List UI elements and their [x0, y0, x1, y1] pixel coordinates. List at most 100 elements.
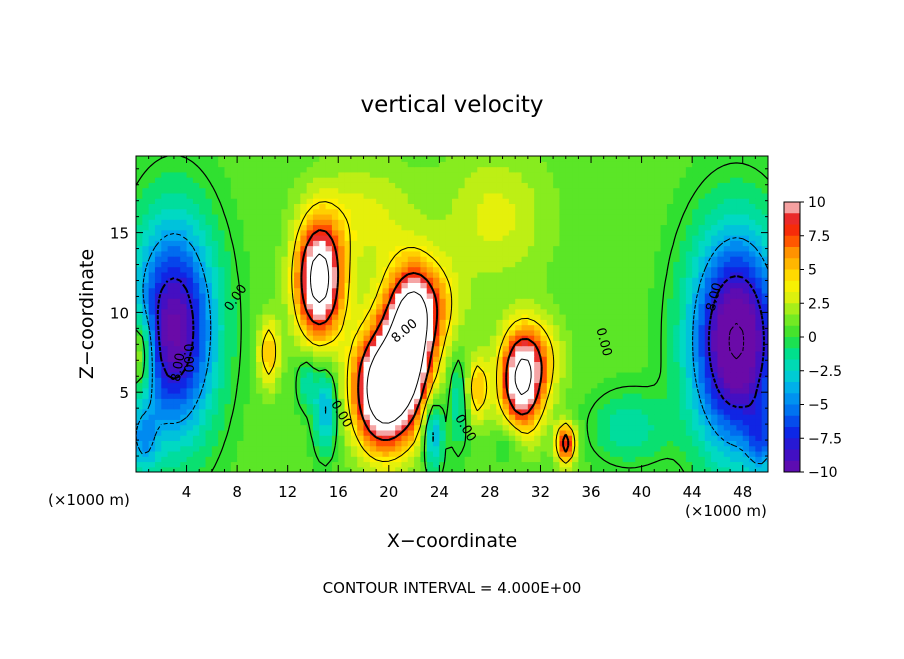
heat-cell: [401, 324, 409, 331]
heat-cell: [312, 282, 320, 289]
heat-cell: [205, 340, 213, 347]
heat-cell: [205, 287, 213, 294]
heat-cell: [470, 324, 478, 331]
heat-cell: [319, 314, 327, 320]
heat-cell: [616, 361, 624, 368]
heat-cell: [414, 261, 421, 268]
heat-cell: [395, 419, 403, 426]
heat-cell: [723, 408, 731, 415]
heat-cell: [591, 261, 598, 268]
heat-cell: [641, 435, 649, 441]
heat-cell: [559, 466, 567, 472]
heat-cell: [698, 303, 706, 310]
heat-cell: [426, 277, 434, 283]
heat-cell: [388, 335, 396, 341]
heat-cell: [230, 335, 238, 341]
heat-cell: [515, 356, 523, 362]
heat-cell: [723, 335, 731, 341]
heat-cell: [489, 319, 497, 326]
heat-cell: [287, 308, 295, 315]
heat-cell: [622, 419, 630, 426]
heat-cell: [749, 308, 756, 315]
heat-cell: [679, 208, 687, 215]
heat-cell: [224, 261, 232, 268]
heat-cell: [464, 303, 472, 310]
heat-cell: [173, 435, 181, 441]
heat-cell: [350, 282, 358, 289]
heat-cell: [300, 261, 308, 268]
heat-cell: [559, 429, 567, 436]
heat-cell: [414, 219, 421, 226]
heat-cell: [433, 287, 440, 294]
heat-cell: [407, 361, 415, 368]
heat-cell: [338, 213, 346, 220]
heat-cell: [755, 356, 763, 362]
heat-cell: [287, 324, 295, 331]
heat-cell: [610, 345, 617, 352]
heat-cell: [730, 340, 737, 347]
heat-cell: [572, 456, 579, 463]
heat-cell: [584, 250, 592, 257]
heat-cell: [224, 282, 232, 289]
heat-cell: [704, 298, 712, 305]
heat-cell: [515, 240, 523, 247]
heat-cell: [546, 403, 554, 410]
heat-cell: [673, 408, 681, 415]
heat-cell: [730, 440, 737, 447]
heat-cell: [180, 419, 188, 426]
heat-cell: [249, 256, 257, 262]
heat-cell: [755, 466, 763, 472]
heat-cell: [565, 271, 573, 278]
heat-cell: [445, 408, 453, 415]
heat-cell: [660, 298, 668, 305]
heat-cell: [294, 435, 301, 441]
heat-cell: [275, 340, 282, 347]
heat-cell: [628, 398, 636, 405]
heat-cell: [679, 387, 687, 394]
heat-cell: [483, 208, 491, 215]
heat-cell: [363, 445, 371, 452]
heat-cell: [401, 277, 409, 283]
heat-cell: [224, 356, 232, 362]
heat-cell: [344, 371, 352, 378]
heat-cell: [711, 271, 719, 278]
heat-cell: [300, 393, 308, 399]
heat-cell: [477, 314, 485, 320]
heat-cell: [268, 445, 276, 452]
heat-cell: [717, 256, 725, 262]
heat-cell: [508, 329, 516, 336]
heat-cell: [350, 456, 358, 463]
heat-cell: [230, 356, 238, 362]
heat-cell: [616, 450, 624, 457]
heat-cell: [452, 350, 459, 357]
heat-cell: [496, 277, 504, 283]
heat-cell: [628, 319, 636, 326]
heat-cell: [173, 456, 181, 463]
heat-cell: [578, 213, 586, 220]
heat-cell: [742, 340, 750, 347]
heat-cell: [711, 429, 719, 436]
heat-cell: [167, 229, 175, 236]
heat-cell: [597, 350, 605, 357]
heat-cell: [553, 461, 561, 468]
heat-cell: [692, 208, 700, 215]
heat-cell: [433, 398, 440, 405]
heat-cell: [464, 366, 472, 373]
heat-cell: [736, 414, 744, 420]
heat-cell: [597, 466, 605, 472]
heat-cell: [199, 408, 207, 415]
heat-cell: [237, 466, 245, 472]
heat-cell: [521, 461, 529, 468]
heat-cell: [578, 345, 586, 352]
heat-cell: [148, 271, 156, 278]
heat-cell: [325, 224, 333, 231]
heat-cell: [527, 361, 535, 368]
heat-cell: [420, 229, 428, 236]
heat-cell: [761, 277, 768, 283]
heat-cell: [730, 250, 737, 257]
heat-cell: [666, 387, 674, 394]
heat-cell: [173, 461, 181, 468]
heat-cell: [382, 435, 390, 441]
heat-cell: [540, 271, 548, 278]
